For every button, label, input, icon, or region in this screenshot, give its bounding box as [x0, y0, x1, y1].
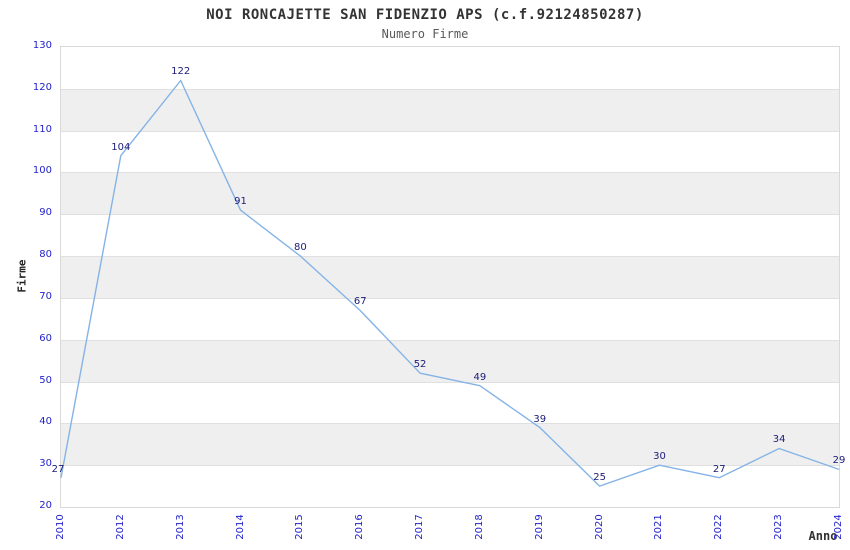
plot-area: 27 104 122 91 80 67 52 49 39 25 30 27 34 29	[52, 46, 845, 508]
data-label: 25	[593, 472, 606, 484]
y-tick-label: 30	[39, 458, 52, 470]
grid-band	[61, 88, 839, 131]
y-tick-label: 120	[32, 81, 52, 93]
x-tick-label: 2021	[653, 514, 665, 540]
chart-subtitle: Numero Firme	[381, 27, 469, 41]
data-label: 104	[111, 141, 131, 153]
x-axis-title: Anno	[808, 529, 838, 543]
x-tick-label: 2018	[473, 514, 485, 540]
data-label: 122	[171, 66, 191, 78]
data-label: 91	[234, 196, 247, 208]
y-tick-label: 50	[39, 374, 52, 386]
data-label: 52	[413, 359, 427, 371]
trend-line	[60, 79, 840, 487]
y-tick-label: 60	[39, 332, 52, 344]
x-tick-label: 2023	[773, 514, 785, 540]
x-tick-label: 2015	[294, 514, 306, 540]
grid-line	[61, 465, 839, 467]
grid-line	[61, 339, 839, 341]
y-tick-label: 80	[39, 249, 52, 261]
y-tick-label: 110	[32, 123, 52, 135]
grid-line	[61, 256, 839, 258]
grid-line	[61, 130, 839, 132]
grid-line	[61, 172, 839, 174]
grid-line	[61, 381, 839, 383]
y-tick-label: 20	[39, 500, 52, 511]
x-tick-label: 2024	[833, 514, 844, 540]
y-tick-label: 90	[39, 207, 52, 219]
x-tick-label: 2022	[713, 514, 725, 540]
trend-line-svg	[60, 79, 840, 487]
x-tick-label: 2013	[174, 514, 186, 540]
grid-line	[61, 88, 839, 90]
grid-band	[61, 423, 839, 466]
grid-band	[61, 172, 839, 215]
x-tick-label: 2014	[234, 514, 246, 540]
data-label: 67	[353, 296, 367, 308]
data-label: 80	[294, 242, 307, 254]
y-tick-label: 130	[32, 40, 52, 51]
data-label: 29	[832, 455, 846, 467]
y-tick-label: 70	[39, 290, 52, 302]
data-label: 30	[653, 451, 666, 463]
y-axis-title: Firme	[15, 259, 29, 293]
x-tick-label: 2020	[593, 514, 605, 540]
x-tick-label: 2016	[354, 514, 366, 540]
grid-line	[61, 423, 839, 425]
x-tick-label: 2012	[114, 514, 126, 540]
grid-line	[61, 214, 839, 216]
data-label: 27	[51, 463, 65, 475]
chart-title: NOI RONCAJETTE SAN FIDENZIO APS (c.f.921…	[206, 7, 644, 23]
y-tick-label: 100	[32, 165, 52, 177]
x-tick-label: 2017	[414, 514, 426, 540]
grid-band	[61, 339, 839, 382]
data-label: 34	[772, 434, 786, 446]
x-tick-label: 2010	[55, 514, 66, 540]
y-tick-label: 40	[39, 416, 52, 428]
data-label: 49	[473, 371, 487, 383]
x-tick-label: 2019	[533, 514, 545, 540]
data-label: 27	[712, 463, 726, 475]
grid-band	[61, 256, 839, 298]
data-label: 39	[533, 413, 547, 425]
grid-line	[61, 297, 839, 299]
